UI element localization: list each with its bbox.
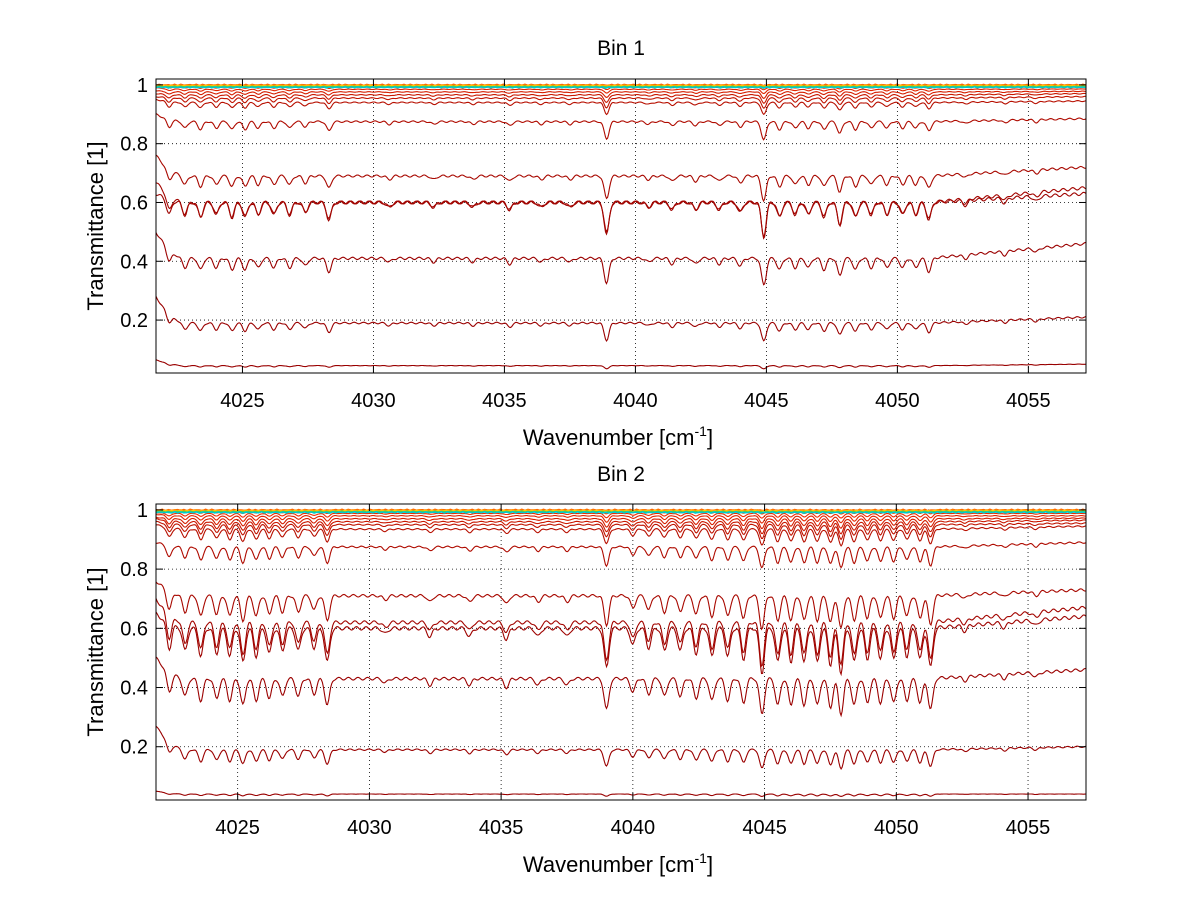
x-tick-label: 4045 <box>744 390 789 412</box>
axes-box <box>155 503 1087 801</box>
series-line <box>155 92 1087 104</box>
panel-bin-1: Bin 1 4025 4030 4035 4040 4045 4050 4055 0.2 0.4… <box>83 37 1087 450</box>
series-line <box>156 541 1087 569</box>
series-line <box>155 581 1087 631</box>
series-line <box>155 524 1087 547</box>
x-tick-label: 4030 <box>351 390 396 412</box>
x-axis-label: Wavenumber [cm-1] <box>523 850 713 877</box>
y-tick-label: 1 <box>137 75 148 97</box>
y-tick-label: 0.4 <box>120 251 148 273</box>
x-tick-label: 4050 <box>874 817 919 839</box>
series-line <box>155 182 1087 239</box>
series-line-top <box>155 85 1087 90</box>
y-tick-label: 0.4 <box>120 678 148 700</box>
series-line <box>155 725 1087 770</box>
x-tick-label: 4030 <box>347 817 392 839</box>
series-line <box>155 517 1087 535</box>
x-tick-label: 4050 <box>875 390 920 412</box>
x-tick-label: 4045 <box>742 817 787 839</box>
y-tick-label: 0.8 <box>120 134 148 156</box>
chart-title: Bin 2 <box>597 463 645 486</box>
series-line <box>155 520 1087 541</box>
y-tick-label: 0.2 <box>120 737 148 759</box>
tick-labels: 4025 4030 4035 4040 4045 4050 4055 0.2 0.4 0.6 0.8… <box>120 75 1050 412</box>
x-tick-label: 4055 <box>1006 817 1051 839</box>
x-tick-label: 4025 <box>215 817 260 839</box>
tick-labels: 4025 4030 4035 4040 4045 4050 4055 0.2 0.4 0.6 0.8… <box>120 500 1050 839</box>
series-line <box>155 598 1087 668</box>
ticks <box>156 79 1086 373</box>
x-tick-label: 4035 <box>482 390 527 412</box>
series-line <box>155 232 1086 286</box>
series-line <box>156 512 1086 519</box>
series-line <box>155 154 1087 203</box>
series-line <box>155 90 1087 100</box>
series-line <box>155 98 1087 116</box>
y-tick-label: 0.8 <box>120 559 148 581</box>
series-line <box>155 790 1086 797</box>
y-tick-label: 0.2 <box>120 310 148 332</box>
y-axis-label: Transmittance [1] <box>83 567 108 736</box>
series-lines <box>155 83 1087 370</box>
y-tick-label: 0.6 <box>120 192 148 214</box>
y-tick-label: 0.6 <box>120 618 148 640</box>
series-line <box>155 95 1087 109</box>
series-line <box>155 513 1086 524</box>
axes-box <box>155 78 1087 374</box>
x-tick-label: 4025 <box>220 390 265 412</box>
series-line-top <box>155 510 1087 515</box>
series-line-top <box>155 509 1087 513</box>
ticks <box>156 504 1086 800</box>
series-line <box>155 516 1087 530</box>
x-axis-label-superscript: -1 <box>695 850 708 866</box>
series-lines <box>155 508 1087 797</box>
x-tick-label: 4055 <box>1006 390 1051 412</box>
x-axis-label: Wavenumber [cm-1] <box>523 423 713 450</box>
y-tick-label: 1 <box>137 500 148 522</box>
chart-title: Bin 1 <box>597 37 645 60</box>
x-tick-label: 4040 <box>613 390 658 412</box>
series-line <box>155 359 1087 370</box>
series-line <box>155 611 1087 677</box>
x-tick-label: 4035 <box>479 817 524 839</box>
series-line <box>156 87 1087 95</box>
x-tick-label: 4040 <box>611 817 656 839</box>
x-axis-label-superscript: -1 <box>695 423 708 439</box>
series-line <box>155 656 1087 718</box>
panel-bin-2: Bin 2 4025 4030 4035 4040 4045 4050 4055 0.2 0.4… <box>83 463 1087 877</box>
y-axis-label: Transmittance [1] <box>83 141 108 310</box>
series-line <box>155 295 1087 343</box>
series-line <box>155 113 1087 141</box>
